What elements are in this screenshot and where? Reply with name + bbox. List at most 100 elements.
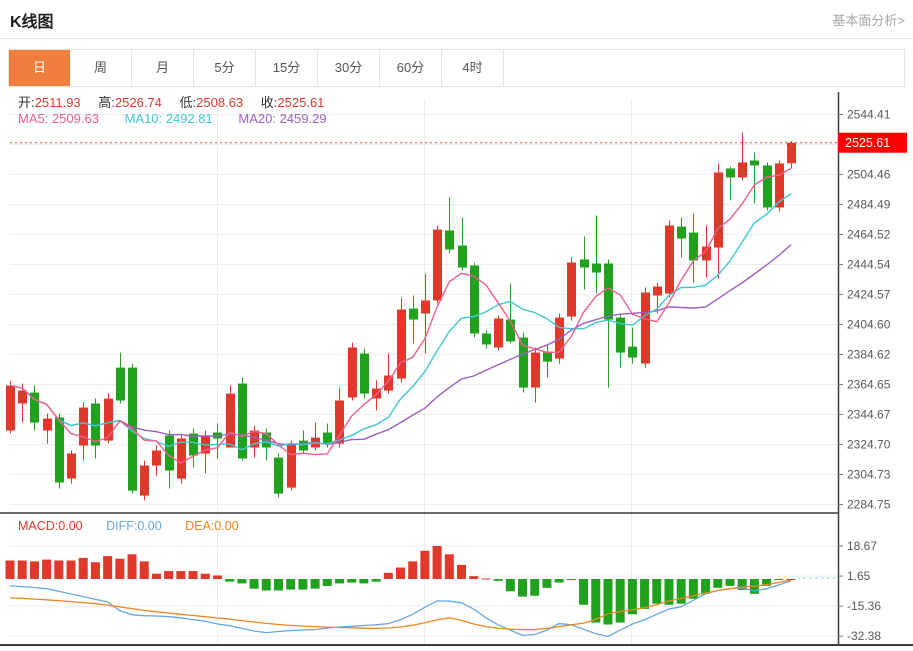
macd-bar[interactable] <box>188 571 198 579</box>
macd-bar[interactable] <box>542 579 552 588</box>
macd-bar[interactable] <box>334 579 344 584</box>
candle-body[interactable] <box>592 263 601 273</box>
candle-body[interactable] <box>421 300 430 314</box>
candle-body[interactable] <box>360 353 369 394</box>
macd-bar[interactable] <box>249 579 259 589</box>
tab-周[interactable]: 周 <box>70 50 132 86</box>
candle-body[interactable] <box>506 319 515 342</box>
candle-body[interactable] <box>750 160 759 166</box>
candle-body[interactable] <box>702 246 711 261</box>
macd-bar[interactable] <box>591 579 601 623</box>
candle-body[interactable] <box>531 352 540 388</box>
macd-bar[interactable] <box>444 554 454 579</box>
tab-月[interactable]: 月 <box>132 50 194 86</box>
candle-body[interactable] <box>665 225 674 294</box>
candle-body[interactable] <box>287 443 296 488</box>
macd-bar[interactable] <box>774 579 784 580</box>
macd-bar[interactable] <box>200 573 210 579</box>
macd-bar[interactable] <box>103 556 113 579</box>
macd-bar[interactable] <box>371 579 381 582</box>
candle-body[interactable] <box>763 165 772 208</box>
candle-body[interactable] <box>165 435 174 471</box>
candle-body[interactable] <box>738 162 747 178</box>
macd-bar[interactable] <box>66 560 76 579</box>
macd-bar[interactable] <box>5 560 15 579</box>
candle-body[interactable] <box>238 383 247 459</box>
candle-body[interactable] <box>30 392 39 423</box>
macd-bar[interactable] <box>396 567 405 579</box>
candle-body[interactable] <box>494 318 503 348</box>
candle-body[interactable] <box>6 385 15 431</box>
macd-bar[interactable] <box>237 579 247 584</box>
macd-bar[interactable] <box>151 573 161 579</box>
macd-bar[interactable] <box>603 579 613 625</box>
candle-body[interactable] <box>177 438 186 479</box>
macd-bar[interactable] <box>566 579 576 580</box>
candle-body[interactable] <box>726 168 735 178</box>
candle-body[interactable] <box>116 367 125 401</box>
fundamental-analysis-link[interactable]: 基本面分析> <box>832 13 905 28</box>
macd-bar[interactable] <box>713 579 723 588</box>
candle-body[interactable] <box>348 347 357 398</box>
macd-bar[interactable] <box>225 579 235 582</box>
candle-body[interactable] <box>653 286 662 296</box>
candle-body[interactable] <box>226 393 235 448</box>
macd-bar[interactable] <box>127 554 137 579</box>
macd-bar[interactable] <box>627 579 637 615</box>
macd-bar[interactable] <box>762 579 772 586</box>
candle-body[interactable] <box>604 263 613 320</box>
macd-bar[interactable] <box>420 550 430 579</box>
macd-bar[interactable] <box>139 561 149 579</box>
macd-bar[interactable] <box>347 579 357 583</box>
candle-body[interactable] <box>470 265 479 334</box>
macd-bar[interactable] <box>42 559 52 579</box>
macd-bar[interactable] <box>652 579 662 604</box>
macd-bar[interactable] <box>725 579 735 586</box>
candle-body[interactable] <box>641 292 650 364</box>
candle-body[interactable] <box>543 351 552 362</box>
macd-bar[interactable] <box>664 579 674 605</box>
macd-bar[interactable] <box>90 562 100 579</box>
candle-body[interactable] <box>567 262 576 317</box>
candle-body[interactable] <box>140 465 149 496</box>
macd-bar[interactable] <box>530 579 540 596</box>
candle-body[interactable] <box>628 346 637 358</box>
macd-bar[interactable] <box>212 575 222 579</box>
candle-body[interactable] <box>67 453 76 479</box>
macd-bar[interactable] <box>457 564 467 579</box>
candle-body[interactable] <box>433 229 442 301</box>
candle-body[interactable] <box>482 333 491 345</box>
macd-bar[interactable] <box>164 571 174 579</box>
macd-bar[interactable] <box>554 579 564 583</box>
candle-body[interactable] <box>397 309 406 379</box>
candle-body[interactable] <box>409 308 418 320</box>
kline-chart[interactable]: 2544.41 2504.46 2484.49 2464.52 2444.54 2424.… <box>0 88 913 651</box>
candle-body[interactable] <box>43 418 52 431</box>
candle-body[interactable] <box>152 450 161 466</box>
macd-bar[interactable] <box>176 571 186 579</box>
candle-body[interactable] <box>91 403 100 446</box>
macd-bar[interactable] <box>786 579 796 580</box>
macd-bar[interactable] <box>29 561 39 579</box>
macd-bar[interactable] <box>54 560 64 579</box>
macd-bar[interactable] <box>701 579 711 594</box>
candle-body[interactable] <box>299 440 308 451</box>
macd-bar[interactable] <box>469 576 479 579</box>
candle-body[interactable] <box>519 337 528 388</box>
tab-60分[interactable]: 60分 <box>380 50 442 86</box>
candle-body[interactable] <box>787 142 796 164</box>
macd-bar[interactable] <box>322 579 332 587</box>
candle-body[interactable] <box>189 433 198 456</box>
tab-30分[interactable]: 30分 <box>318 50 380 86</box>
candle-body[interactable] <box>55 417 64 483</box>
candle-body[interactable] <box>79 407 88 446</box>
tab-15分[interactable]: 15分 <box>256 50 318 86</box>
macd-bar[interactable] <box>481 578 491 580</box>
tab-5分[interactable]: 5分 <box>194 50 256 86</box>
candle-body[interactable] <box>384 375 393 391</box>
macd-bar[interactable] <box>298 579 308 590</box>
macd-bar[interactable] <box>688 579 698 599</box>
candle-body[interactable] <box>458 245 467 268</box>
candle-body[interactable] <box>335 400 344 444</box>
macd-bar[interactable] <box>78 557 88 579</box>
